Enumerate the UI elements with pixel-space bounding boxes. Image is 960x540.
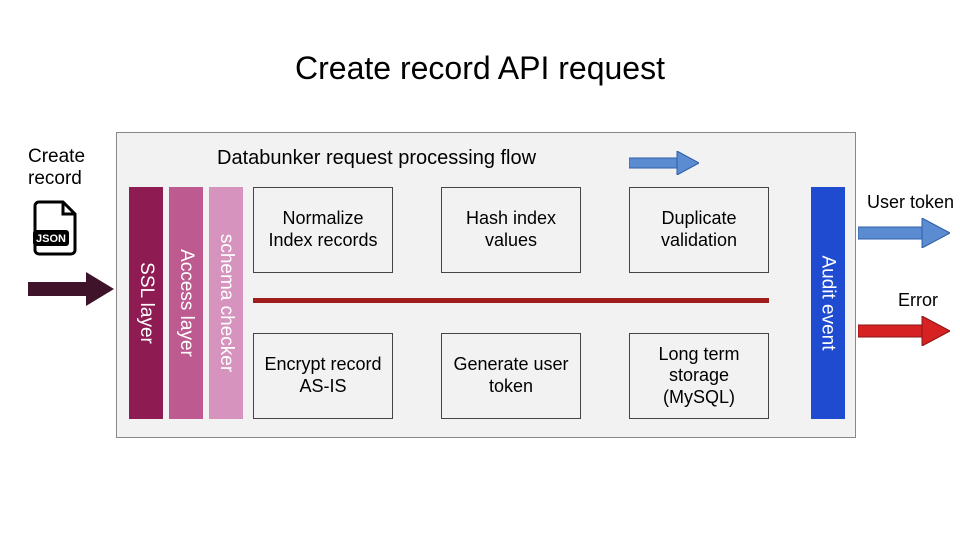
- output-error-arrow-icon: [858, 316, 950, 351]
- svg-text:JSON: JSON: [36, 233, 66, 245]
- output-ok-arrow-icon: [858, 218, 950, 253]
- access-layer-bar: Access layer: [169, 187, 203, 419]
- flow-direction-arrow-icon: [629, 151, 699, 180]
- ssl-layer-bar: SSL layer: [129, 187, 163, 419]
- flow-label: Databunker request processing flow: [217, 147, 536, 170]
- page-title: Create record API request: [0, 50, 960, 87]
- step-duplicate: Duplicate validation: [629, 187, 769, 273]
- access-layer-label: Access layer: [175, 249, 197, 357]
- input-label: Createrecord: [28, 146, 85, 190]
- step-hash: Hash index values: [441, 187, 581, 273]
- schema-checker-bar: schema checker: [209, 187, 243, 419]
- json-file-icon: JSON: [33, 200, 79, 261]
- schema-checker-label: schema checker: [215, 234, 237, 372]
- step-encrypt: Encrypt record AS-IS: [253, 333, 393, 419]
- input-arrow-icon: [28, 272, 114, 311]
- audit-event-label: Audit event: [817, 255, 839, 350]
- flow-container: Databunker request processing flow SSL l…: [116, 132, 856, 438]
- output-ok-label: User token: [867, 192, 954, 213]
- ssl-layer-label: SSL layer: [135, 262, 157, 344]
- step-storage: Long term storage (MySQL): [629, 333, 769, 419]
- step-token: Generate user token: [441, 333, 581, 419]
- step-normalize: Normalize Index records: [253, 187, 393, 273]
- flow-divider: [253, 298, 769, 303]
- output-error-label: Error: [898, 290, 938, 311]
- audit-event-bar: Audit event: [811, 187, 845, 419]
